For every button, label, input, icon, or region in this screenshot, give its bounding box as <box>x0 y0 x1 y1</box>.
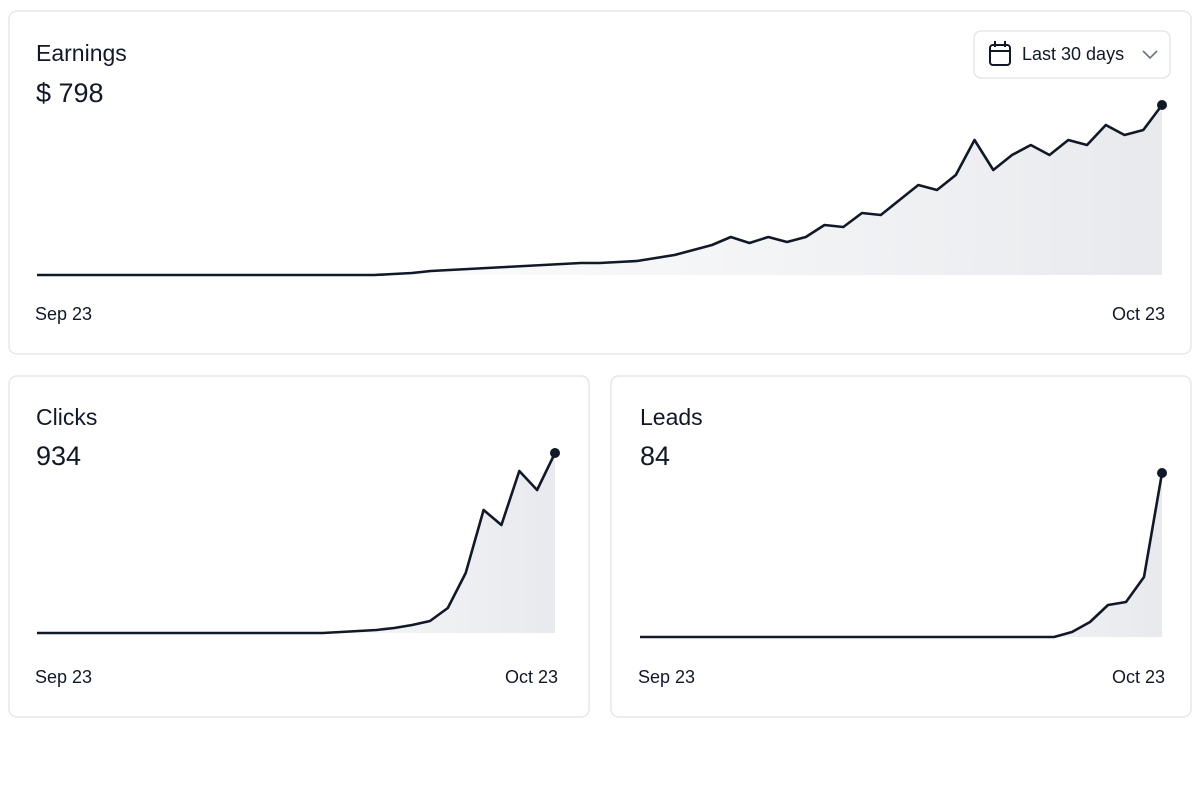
filter-box[interactable] <box>973 30 1171 79</box>
chevron <box>1142 50 1158 60</box>
end-dot <box>1157 468 1167 478</box>
line <box>37 452 557 635</box>
card-title: Clicks <box>36 404 97 430</box>
card-title: Leads <box>640 404 703 430</box>
end-dot <box>550 448 560 458</box>
leads-card <box>610 375 1192 718</box>
line <box>640 472 1164 639</box>
x-tick-label: Sep 23 <box>638 667 695 687</box>
x-tick-label: Sep 23 <box>35 667 92 687</box>
x-tick-label: Oct 23 <box>505 667 558 687</box>
x-tick-label: Oct 23 <box>1112 667 1165 687</box>
card-title: Earnings <box>36 40 127 66</box>
card-value: 84 <box>640 441 670 471</box>
calendar-icon <box>989 41 1011 66</box>
card-value: 934 <box>36 441 81 471</box>
area-fill <box>640 473 1162 637</box>
end-dot <box>1157 100 1167 110</box>
area-fill <box>37 453 555 633</box>
x-tick-label: Oct 23 <box>1112 304 1165 324</box>
date-filter[interactable]: Last 30 days <box>973 30 1171 79</box>
x-tick-label: Sep 23 <box>35 304 92 324</box>
area-fill <box>37 105 1162 275</box>
filter-label[interactable]: Last 30 days <box>1022 44 1124 64</box>
line <box>37 104 1164 277</box>
card-value: $ 798 <box>36 78 104 108</box>
